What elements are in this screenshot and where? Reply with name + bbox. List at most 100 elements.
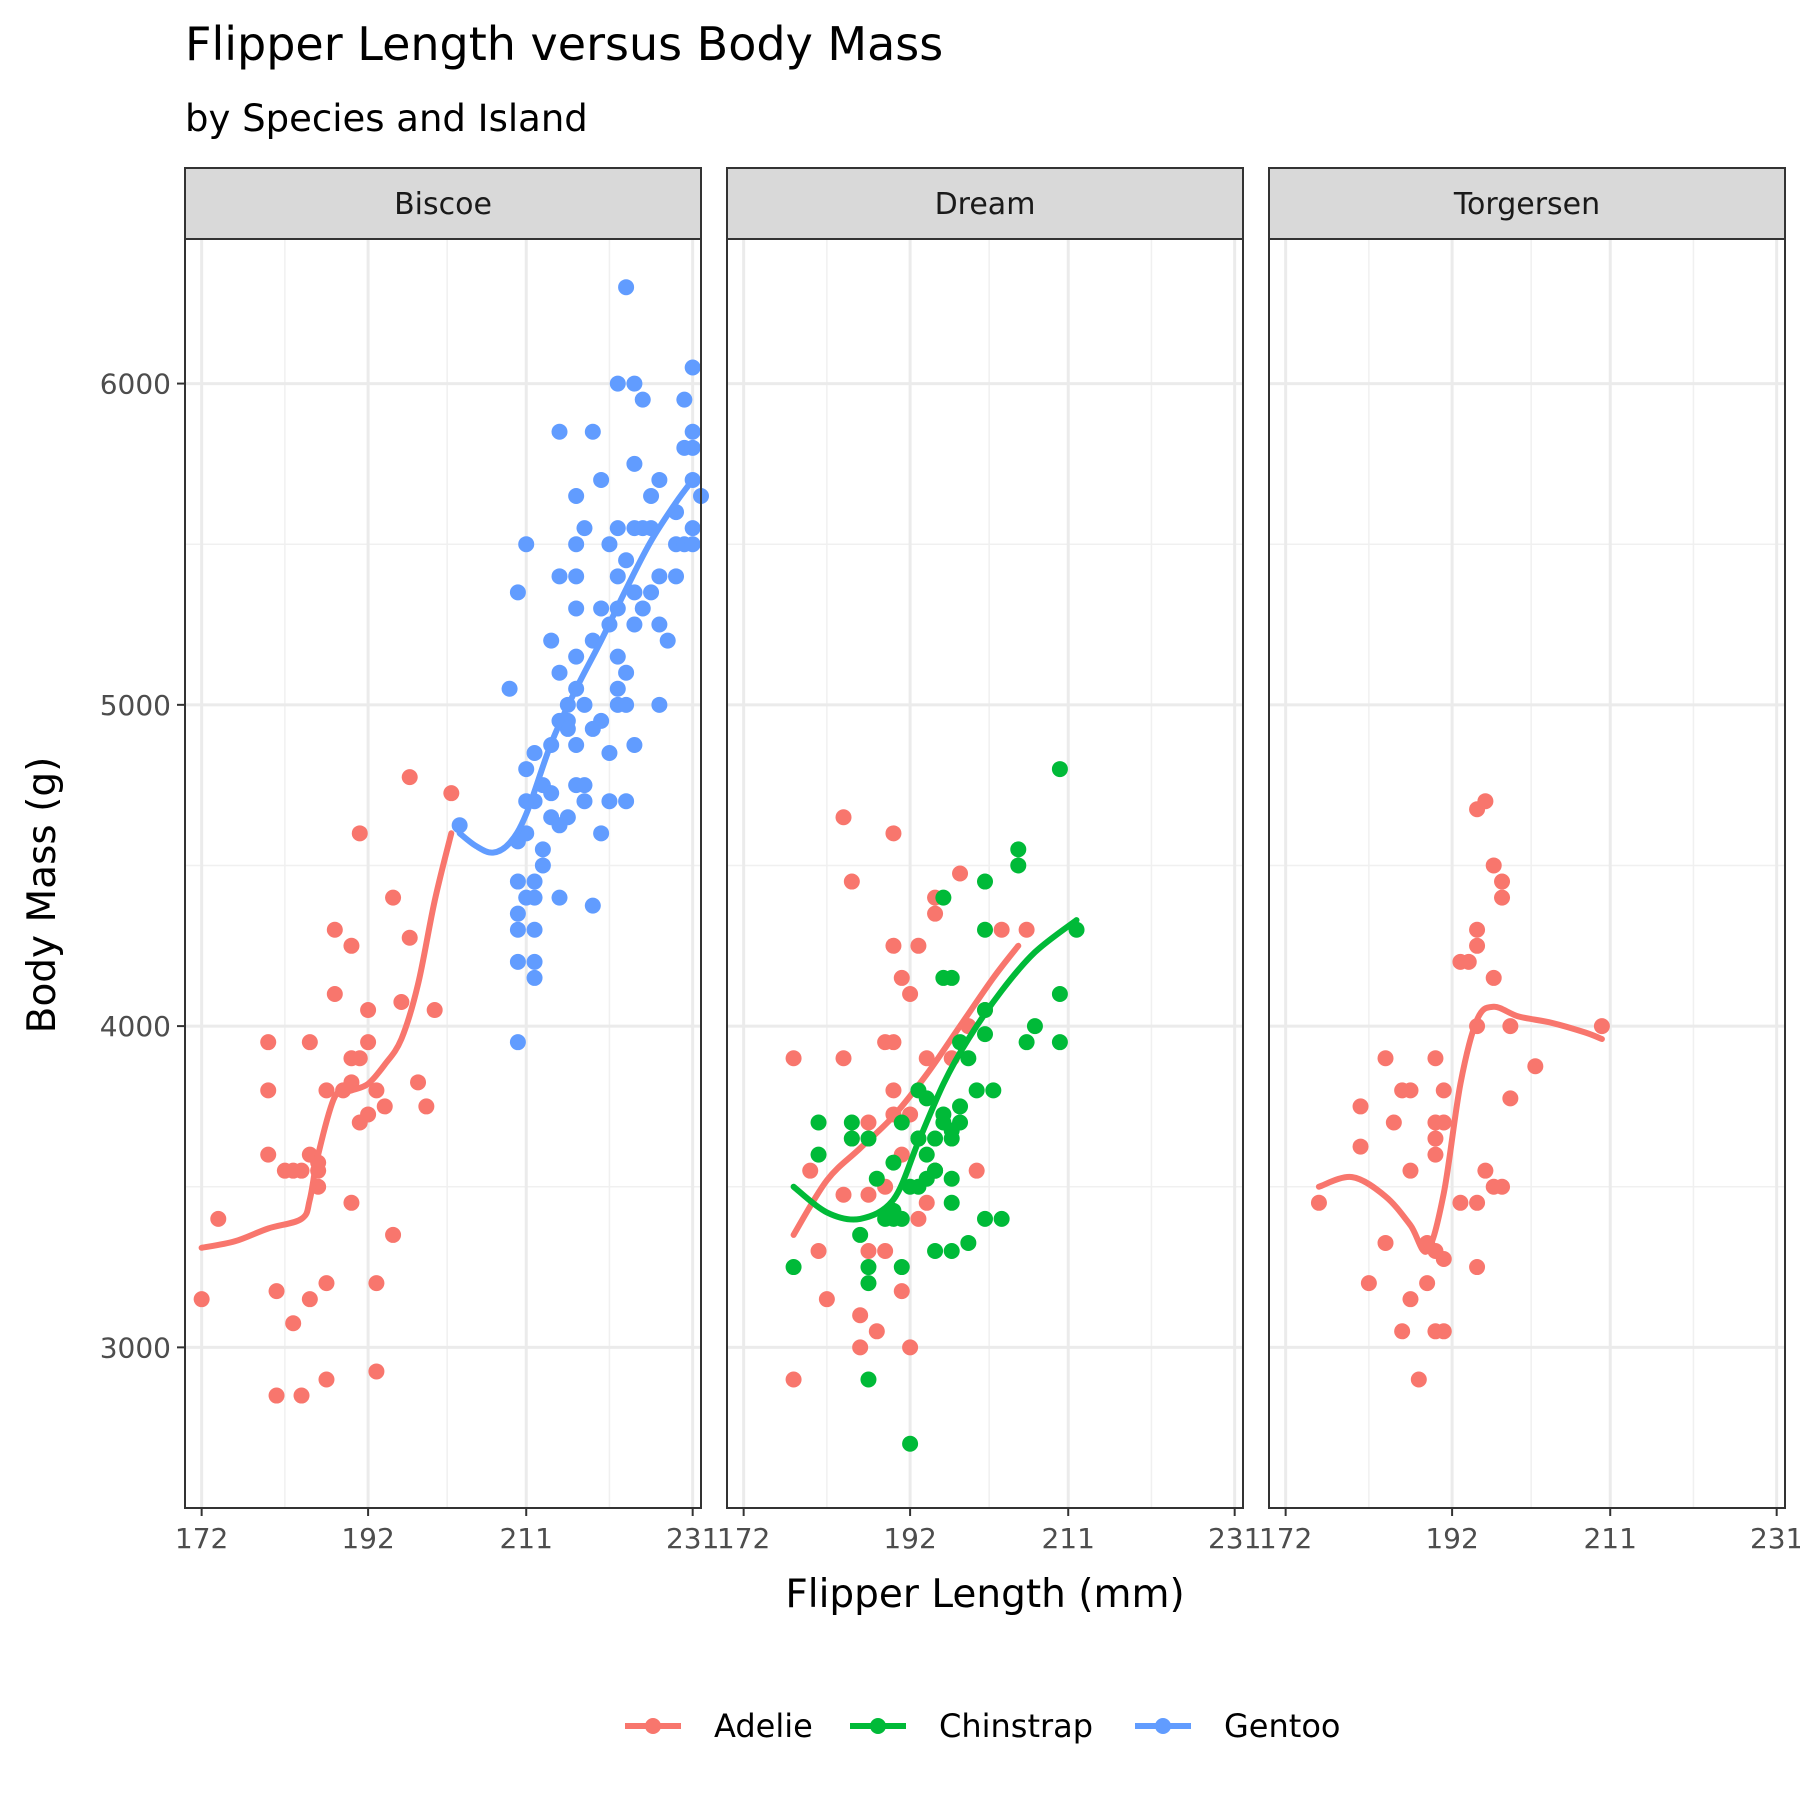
data-point [676, 391, 693, 408]
data-point [960, 1050, 977, 1067]
facet-strip [1268, 167, 1786, 240]
data-point [343, 1194, 360, 1211]
data-point [810, 1242, 827, 1259]
x-tick-label: 172 [1259, 1522, 1312, 1555]
data-point [1477, 1162, 1494, 1179]
trend-line [1315, 1003, 1605, 1255]
legend-label: Gentoo [1224, 1707, 1340, 1745]
data-point [593, 712, 610, 729]
data-point [1477, 793, 1494, 810]
data-point [852, 1339, 869, 1356]
data-point [526, 969, 543, 986]
y-tick-label: 5000 [100, 689, 171, 722]
facet-label: Dream [935, 187, 1036, 222]
data-point [1435, 1114, 1452, 1131]
data-point [360, 1034, 377, 1051]
data-point [559, 720, 576, 737]
data-point [526, 745, 543, 762]
data-point [1352, 1138, 1369, 1155]
data-point [1527, 1058, 1544, 1075]
data-point [343, 937, 360, 954]
data-point [543, 632, 560, 649]
data-point [1419, 1275, 1436, 1292]
panel-background [727, 239, 1243, 1508]
data-point [568, 568, 585, 585]
data-point [568, 648, 585, 665]
data-point [910, 937, 927, 954]
data-point [368, 1275, 385, 1292]
data-point [1469, 937, 1486, 954]
x-tick-label: 231 [1750, 1522, 1800, 1555]
data-point [1485, 969, 1502, 986]
data-point [385, 1226, 402, 1243]
x-tick-label: 231 [666, 1522, 719, 1555]
data-point [651, 616, 668, 633]
data-point [885, 1034, 902, 1051]
chart-title: Flipper Length versus Body Mass [185, 17, 943, 71]
data-point [835, 1186, 852, 1203]
data-point [943, 1194, 960, 1211]
x-tick-label: 211 [1041, 1522, 1094, 1555]
data-point [943, 969, 960, 986]
x-tick-label: 211 [1583, 1522, 1636, 1555]
data-point [927, 905, 944, 922]
data-point [935, 889, 952, 906]
data-point [401, 769, 418, 786]
series-gentoo [451, 279, 709, 1051]
data-point [551, 568, 568, 585]
data-point [568, 736, 585, 753]
data-point [860, 1259, 877, 1276]
series-chinstrap [785, 761, 1085, 1452]
data-point [1494, 1178, 1511, 1195]
data-point [609, 375, 626, 392]
data-point [351, 1050, 368, 1067]
panel-biscoe: Biscoe 172 192 211 231 3000 4000 5000 6000 [100, 167, 719, 1555]
data-point [268, 1283, 285, 1300]
data-point [368, 1082, 385, 1099]
series-adelie [1310, 793, 1610, 1388]
data-point [551, 889, 568, 906]
trend-line [198, 830, 455, 1251]
data-point [526, 921, 543, 938]
data-point [818, 1291, 835, 1308]
facet-label: Torgersen [1453, 187, 1600, 222]
series-adelie [193, 769, 460, 1404]
data-point [860, 1114, 877, 1131]
data-point [1460, 953, 1477, 970]
data-point [376, 1098, 393, 1115]
data-point [1377, 1050, 1394, 1067]
data-point [526, 889, 543, 906]
panel-torgersen: Torgersen 172 192 211 231 [1259, 167, 1800, 1555]
data-point [977, 1026, 993, 1043]
data-point [534, 857, 551, 874]
data-point [860, 1130, 877, 1147]
data-point [810, 1114, 827, 1131]
data-point [659, 632, 676, 649]
data-point [860, 1242, 877, 1259]
data-point [626, 616, 643, 633]
data-point [1469, 1259, 1486, 1276]
data-point [1051, 1034, 1068, 1051]
data-point [1377, 1234, 1394, 1251]
data-point [977, 921, 993, 938]
legend: Adelie Chinstrap Gentoo [625, 1707, 1340, 1745]
data-point [301, 1034, 318, 1051]
data-point [601, 536, 618, 553]
x-axis-label: Flipper Length (mm) [785, 1572, 1184, 1617]
data-point [634, 391, 651, 408]
data-point [810, 1146, 827, 1163]
data-point [651, 696, 668, 713]
data-point [860, 1275, 877, 1292]
data-point [1435, 1323, 1452, 1340]
data-point [210, 1210, 227, 1227]
x-tick-label: 211 [499, 1522, 552, 1555]
data-point [943, 1170, 960, 1187]
data-point [451, 817, 468, 834]
data-point [893, 969, 910, 986]
legend-label: Adelie [714, 1707, 813, 1745]
data-point [785, 1259, 802, 1276]
data-point [1018, 1034, 1035, 1051]
data-point [568, 536, 585, 553]
x-tick-label: 192 [883, 1522, 936, 1555]
